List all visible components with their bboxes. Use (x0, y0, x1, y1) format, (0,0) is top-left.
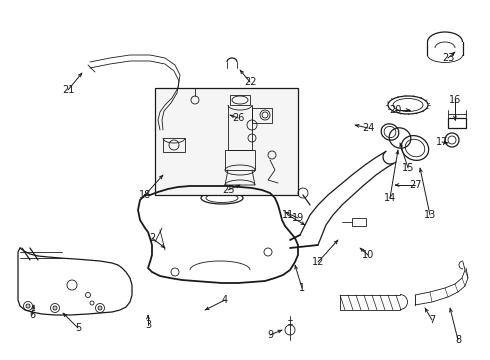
Text: 9: 9 (267, 330, 273, 340)
Text: 13: 13 (424, 210, 436, 220)
Text: 25: 25 (222, 185, 234, 195)
Bar (252, 108, 272, 123)
Text: 12: 12 (312, 257, 324, 267)
Circle shape (98, 306, 102, 310)
Text: 23: 23 (442, 53, 454, 63)
Circle shape (262, 112, 268, 118)
Bar (155, 88, 298, 195)
Bar (225, 150, 255, 170)
Text: 4: 4 (222, 295, 228, 305)
Text: 21: 21 (62, 85, 74, 95)
Text: 26: 26 (232, 113, 244, 123)
Text: 6: 6 (29, 310, 35, 320)
Bar (448, 118, 466, 128)
Bar (352, 218, 366, 226)
Text: 15: 15 (402, 163, 414, 173)
Text: 1: 1 (299, 283, 305, 293)
Circle shape (26, 304, 30, 308)
Bar (163, 138, 185, 152)
Text: 2: 2 (149, 233, 155, 243)
Text: 7: 7 (429, 315, 435, 325)
Text: 17: 17 (436, 137, 448, 147)
Text: 11: 11 (282, 210, 294, 220)
Text: 19: 19 (292, 213, 304, 223)
Bar (230, 95, 250, 105)
Text: 14: 14 (384, 193, 396, 203)
Text: 5: 5 (75, 323, 81, 333)
Circle shape (53, 306, 57, 310)
Text: 22: 22 (244, 77, 256, 87)
Text: 20: 20 (389, 105, 401, 115)
Text: 18: 18 (139, 190, 151, 200)
Text: 27: 27 (409, 180, 421, 190)
Text: 16: 16 (449, 95, 461, 105)
Text: 8: 8 (455, 335, 461, 345)
Text: 24: 24 (362, 123, 374, 133)
Text: 10: 10 (362, 250, 374, 260)
Text: 3: 3 (145, 320, 151, 330)
